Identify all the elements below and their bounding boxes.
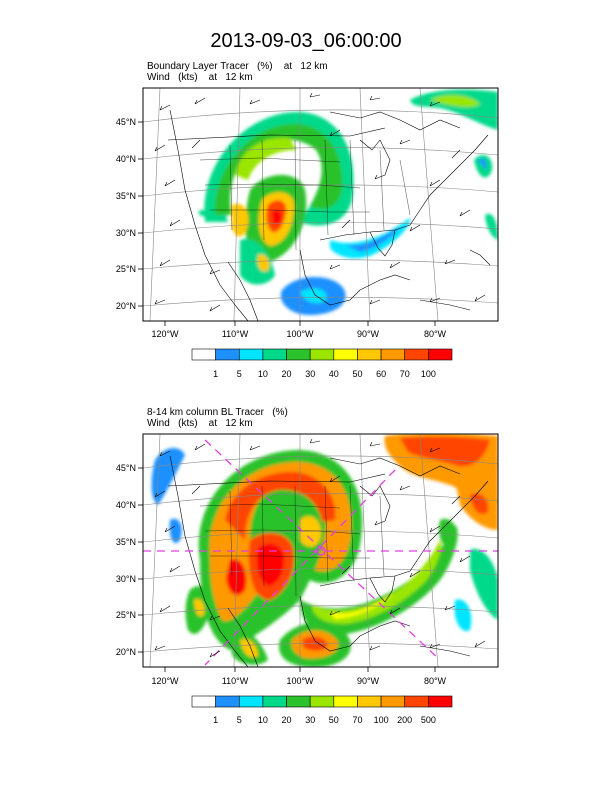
top-tracer-field <box>198 89 498 316</box>
colorbar-swatch <box>333 348 358 361</box>
colorbar-swatch <box>238 695 264 708</box>
bottom-colorbar <box>191 695 453 708</box>
top-colorbar-label: 20 <box>281 369 291 379</box>
colorbar-swatch <box>262 348 287 361</box>
top-colorbar-label: 60 <box>376 369 386 379</box>
top-state-borders <box>199 139 411 251</box>
bottom-panel-subtitle-1: 8-14 km column BL Tracer (%) <box>147 407 288 418</box>
top-lon-label: 110°W <box>222 329 249 339</box>
bottom-lat-label: 35°N <box>116 537 136 547</box>
colorbar-swatch <box>404 348 429 361</box>
colorbar-swatch <box>357 348 382 361</box>
bottom-lat-label: 25°N <box>116 610 136 620</box>
top-coastlines <box>167 109 491 321</box>
bottom-panel-subtitle-2: Wind (kts) at 12 km <box>147 418 253 429</box>
bottom-colorbar-label: 30 <box>305 715 315 725</box>
bottom-colorbar-label: 5 <box>237 715 242 725</box>
bottom-lon-label: 110°W <box>222 676 249 686</box>
colorbar-swatch <box>428 695 453 708</box>
bottom-wind-barbs <box>154 438 486 658</box>
cross-section-center <box>316 546 326 556</box>
colorbar-swatch <box>191 695 216 708</box>
page-title: 2013-09-03_06:00:00 <box>210 30 402 52</box>
bottom-lat-label: 45°N <box>116 463 136 473</box>
top-colorbar-label: 70 <box>400 369 410 379</box>
top-lat-label: 35°N <box>116 191 136 201</box>
top-colorbar-label: 10 <box>258 369 268 379</box>
colorbar-swatch <box>286 348 311 361</box>
top-lon-label: 120°W <box>151 329 179 339</box>
bottom-lat-label: 20°N <box>116 647 136 657</box>
top-lat-label: 30°N <box>116 228 136 238</box>
bottom-colorbar-label: 70 <box>352 715 362 725</box>
bottom-colorbar-label: 500 <box>421 715 436 725</box>
bottom-colorbar-label: 200 <box>397 715 412 725</box>
top-map: 45°N 40°N 35°N 30°N 25°N 20°N 120°W 110°… <box>116 87 499 379</box>
top-colorbar-label: 5 <box>237 369 242 379</box>
bottom-colorbar-label: 20 <box>281 715 291 725</box>
top-lat-label: 40°N <box>116 154 136 164</box>
bottom-lat-label: 30°N <box>116 574 136 584</box>
colorbar-swatch <box>238 348 264 361</box>
colorbar-swatch <box>215 695 240 708</box>
bottom-state-borders <box>199 485 385 597</box>
bottom-colorbar-label: 100 <box>374 715 389 725</box>
top-lon-label: 80°W <box>424 329 447 339</box>
colorbar-swatch <box>404 695 429 708</box>
top-panel-subtitle-1: Boundary Layer Tracer (%) at 12 km <box>147 61 328 72</box>
bottom-colorbar-label: 50 <box>329 715 339 725</box>
top-map-frame <box>142 87 499 322</box>
colorbar-swatch <box>380 695 406 708</box>
colorbar-swatch <box>333 695 358 708</box>
bottom-map-frame <box>142 433 499 668</box>
bottom-lat-label: 40°N <box>116 500 136 510</box>
top-colorbar <box>191 348 453 361</box>
top-colorbar-label: 50 <box>352 369 362 379</box>
top-colorbar-label: 30 <box>305 369 315 379</box>
bottom-tracer-field <box>151 434 498 667</box>
colorbar-swatch <box>428 348 453 361</box>
top-colorbar-label: 1 <box>213 369 218 379</box>
colorbar-swatch <box>262 695 287 708</box>
colorbar-swatch <box>380 348 406 361</box>
top-panel-subtitle-2: Wind (kts) at 12 km <box>147 72 253 83</box>
top-colorbar-label: 40 <box>329 369 339 379</box>
colorbar-swatch <box>215 348 240 361</box>
bottom-cross-section-lines <box>143 439 498 666</box>
top-colorbar-label: 100 <box>421 369 436 379</box>
bottom-ticks <box>138 467 436 672</box>
bottom-lon-label: 90°W <box>357 676 380 686</box>
colorbar-swatch <box>357 695 382 708</box>
top-lat-label: 45°N <box>116 117 136 127</box>
top-graticule <box>143 88 498 321</box>
bottom-colorbar-label: 10 <box>258 715 268 725</box>
top-lon-label: 90°W <box>357 329 380 339</box>
bottom-map: 45°N 40°N 35°N 30°N 25°N 20°N 120°W 110°… <box>116 433 499 725</box>
colorbar-swatch <box>309 695 335 708</box>
bottom-coastlines <box>167 455 489 667</box>
colorbar-swatch <box>286 695 311 708</box>
bottom-lon-label: 120°W <box>151 676 179 686</box>
top-lon-label: 100°W <box>286 329 314 339</box>
colorbar-swatch <box>309 348 335 361</box>
top-ticks <box>138 121 436 326</box>
top-lat-label: 20°N <box>116 301 136 311</box>
bottom-lon-label: 100°W <box>286 676 314 686</box>
colorbar-swatch <box>191 348 216 361</box>
top-wind-barbs <box>154 92 486 312</box>
bottom-lon-label: 80°W <box>424 676 447 686</box>
bottom-colorbar-label: 1 <box>213 715 218 725</box>
top-lat-label: 25°N <box>116 264 136 274</box>
